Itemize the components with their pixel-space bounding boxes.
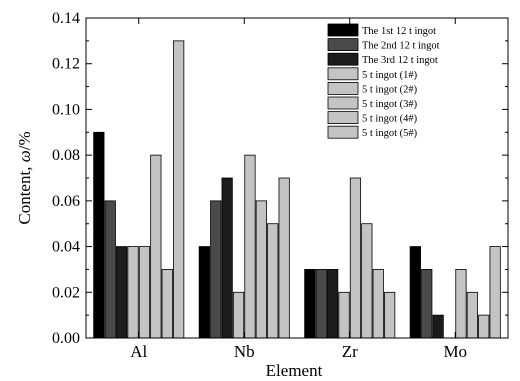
legend-label: The 1st 12 t ingot — [362, 26, 436, 37]
legend: The 1st 12 t ingot The 2nd 12 t ingot The … — [327, 23, 440, 139]
bar — [104, 200, 116, 339]
bar — [161, 269, 173, 339]
bar — [466, 291, 478, 339]
x-axis-title: Element — [266, 361, 323, 380]
bar — [315, 269, 327, 339]
y-tick-label: 0.02 — [52, 284, 80, 301]
y-tick-label: 0.10 — [52, 101, 80, 118]
bar — [138, 246, 151, 339]
bar — [267, 223, 279, 339]
bar — [255, 200, 267, 339]
y-axis-title: Content, ω/% — [15, 131, 34, 224]
bar — [455, 269, 467, 339]
legend-swatch — [327, 23, 359, 37]
legend-swatch — [327, 67, 359, 81]
legend-label: 5 t ingot (2#) — [362, 84, 418, 95]
legend-swatch — [327, 125, 359, 139]
legend-swatch — [327, 82, 359, 95]
y-axis-title-prefix: Content, — [15, 162, 34, 224]
legend-label: The 3rd 12 t ingot — [362, 55, 438, 66]
bar — [409, 246, 421, 339]
y-tick-label: 0.08 — [52, 147, 80, 164]
bar — [127, 246, 139, 339]
legend-swatch — [327, 38, 359, 51]
y-tick-label: 0.00 — [52, 330, 80, 347]
x-tick-label: Al — [130, 342, 147, 361]
legend-label: 5 t ingot (5#) — [362, 128, 418, 139]
bar — [173, 40, 185, 339]
bar — [221, 177, 233, 339]
bar — [93, 131, 105, 339]
bar — [384, 291, 396, 339]
y-tick-label: 0.12 — [52, 56, 80, 73]
bar — [198, 246, 210, 339]
legend-label: 5 t ingot (4#) — [362, 114, 418, 125]
x-tick-label: Zr — [342, 342, 358, 361]
x-tick-label: Mo — [443, 342, 467, 361]
y-axis-title-suffix: /% — [15, 131, 34, 150]
bar — [478, 314, 490, 339]
bar — [338, 291, 350, 339]
bar — [349, 177, 362, 339]
bar — [327, 269, 339, 339]
legend-swatch — [327, 96, 359, 110]
x-axis: Al Nb Zr Mo — [130, 18, 467, 361]
bar — [421, 269, 433, 339]
y-tick-label: 0.06 — [52, 193, 80, 210]
y-axis: 0.00 0.02 0.04 0.06 0.08 0.10 0.12 0.14 — [52, 10, 508, 347]
bar — [278, 177, 290, 339]
bar — [372, 269, 384, 339]
bar — [210, 200, 222, 339]
legend-label: 5 t ingot (1#) — [362, 70, 418, 81]
bar — [244, 154, 256, 339]
legend-label: 5 t ingot (3#) — [362, 99, 418, 110]
legend-swatch — [327, 111, 359, 124]
x-tick-label: Nb — [234, 342, 255, 361]
legend-swatch — [327, 52, 359, 66]
bar — [304, 269, 316, 339]
bar — [489, 246, 501, 339]
legend-label: The 2nd 12 t ingot — [362, 41, 440, 52]
y-tick-label: 0.14 — [52, 10, 80, 27]
y-tick-label: 0.04 — [52, 239, 80, 256]
bar — [361, 223, 373, 339]
bar — [232, 291, 245, 339]
bar-layer — [93, 40, 501, 339]
bar — [150, 154, 162, 339]
y-axis-title-symbol: ω — [15, 150, 34, 162]
bar — [432, 314, 444, 339]
bar — [116, 246, 128, 339]
